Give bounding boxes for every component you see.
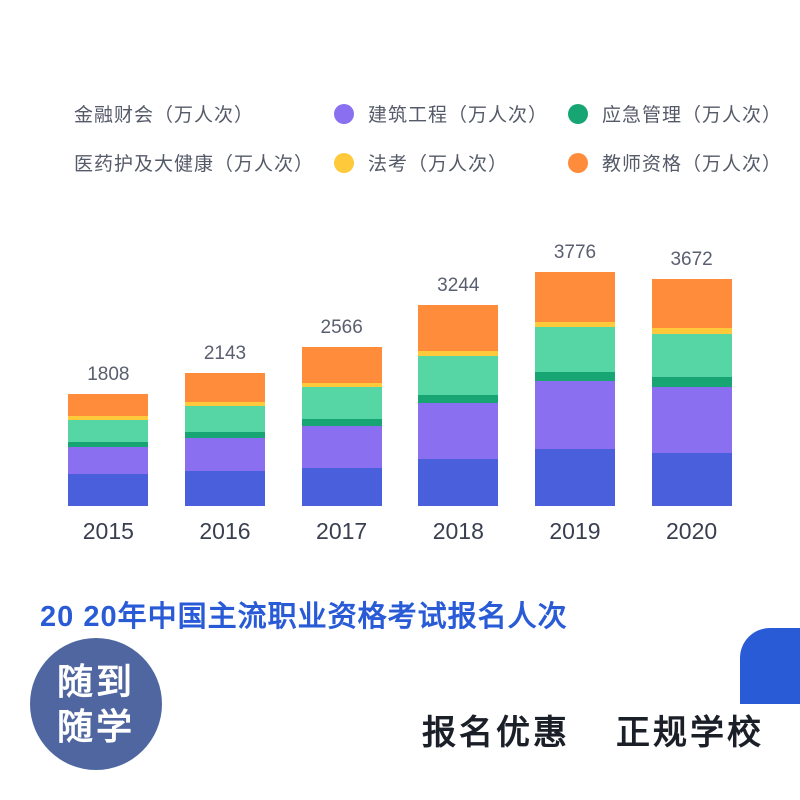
bar-segment [652,279,732,329]
enroll-anytime-badge: 随到 随学 [30,638,162,770]
legend-item: 应急管理（万人次） [568,100,782,127]
bar-segment [185,471,265,506]
bar-segment [652,453,732,506]
bar-segment [302,468,382,506]
bar-segment [418,395,498,403]
bar-segment [68,394,148,416]
bar-stack [302,347,382,506]
bar-segment [535,327,615,372]
bar-segment [418,305,498,351]
bar-segment [68,420,148,442]
legend-label: 医药护及大健康（万人次） [74,149,314,176]
bar-total-label: 1808 [87,364,129,386]
bar-segment [652,334,732,377]
bar-group: 1808 [63,364,153,506]
bar-stack [535,272,615,506]
bar-segment [535,449,615,506]
bars-area: 180821432566324437763672 [40,246,760,506]
chart-container: 金融财会（万人次） 建筑工程（万人次） 应急管理（万人次） 医药护及大健康（万人次） 法… [0,0,800,565]
footer-tag-discount: 报名优惠 [422,705,570,754]
bar-stack [185,373,265,506]
legend-label: 法考（万人次） [368,149,508,176]
bar-segment [68,447,148,474]
bar-group: 3776 [530,242,620,506]
x-axis: 2015 2016 2017 2018 2019 2020 [40,506,760,545]
bar-total-label: 3244 [437,275,479,297]
legend-swatch [334,153,354,173]
x-axis-label: 2015 [63,518,153,545]
bar-segment [535,381,615,449]
legend-label: 应急管理（万人次） [602,100,782,127]
bar-segment [185,373,265,401]
bar-segment [418,459,498,506]
bar-segment [68,474,148,506]
bar-segment [302,347,382,383]
bar-group: 3244 [413,275,503,506]
bar-segment [302,426,382,467]
bar-segment [185,438,265,471]
legend-item: 医药护及大健康（万人次） [40,149,314,176]
bar-segment [302,387,382,419]
footer-tag-school: 正规学校 [616,705,764,754]
bar-segment [652,387,732,453]
bar-segment [185,406,265,433]
bar-total-label: 2143 [204,343,246,365]
bar-segment [652,377,732,386]
bar-segment [302,419,382,426]
bar-segment [418,403,498,459]
legend-label: 金融财会（万人次） [74,100,254,127]
bar-group: 3672 [647,249,737,506]
bar-stack [68,394,148,506]
badge-line-1: 随到 [57,659,135,704]
footer-tags: 报名优惠 正规学校 [422,705,764,754]
legend-item: 建筑工程（万人次） [334,100,548,127]
corner-accent [740,628,800,704]
chart-title: 20 20年中国主流职业资格考试报名人次 [40,593,800,635]
bar-segment [418,356,498,396]
bar-total-label: 3672 [670,249,712,271]
legend-item: 金融财会（万人次） [40,100,314,127]
legend-item: 法考（万人次） [334,149,548,176]
x-axis-label: 2017 [297,518,387,545]
badge-line-2: 随学 [57,704,135,749]
bar-group: 2566 [297,317,387,506]
bar-segment [535,272,615,322]
bar-stack [418,305,498,506]
chart-legend: 金融财会（万人次）建筑工程（万人次）应急管理（万人次）医药护及大健康（万人次）法… [40,100,760,176]
legend-swatch [334,104,354,124]
legend-item: 教师资格（万人次） [568,149,782,176]
x-axis-label: 2016 [180,518,270,545]
bar-segment [535,372,615,381]
bar-total-label: 3776 [554,242,596,264]
legend-swatch [568,153,588,173]
x-axis-label: 2018 [413,518,503,545]
legend-label: 建筑工程（万人次） [368,100,548,127]
x-axis-label: 2019 [530,518,620,545]
bar-stack [652,279,732,506]
legend-label: 教师资格（万人次） [602,149,782,176]
bar-group: 2143 [180,343,270,506]
legend-swatch [568,104,588,124]
x-axis-label: 2020 [647,518,737,545]
bar-total-label: 2566 [321,317,363,339]
